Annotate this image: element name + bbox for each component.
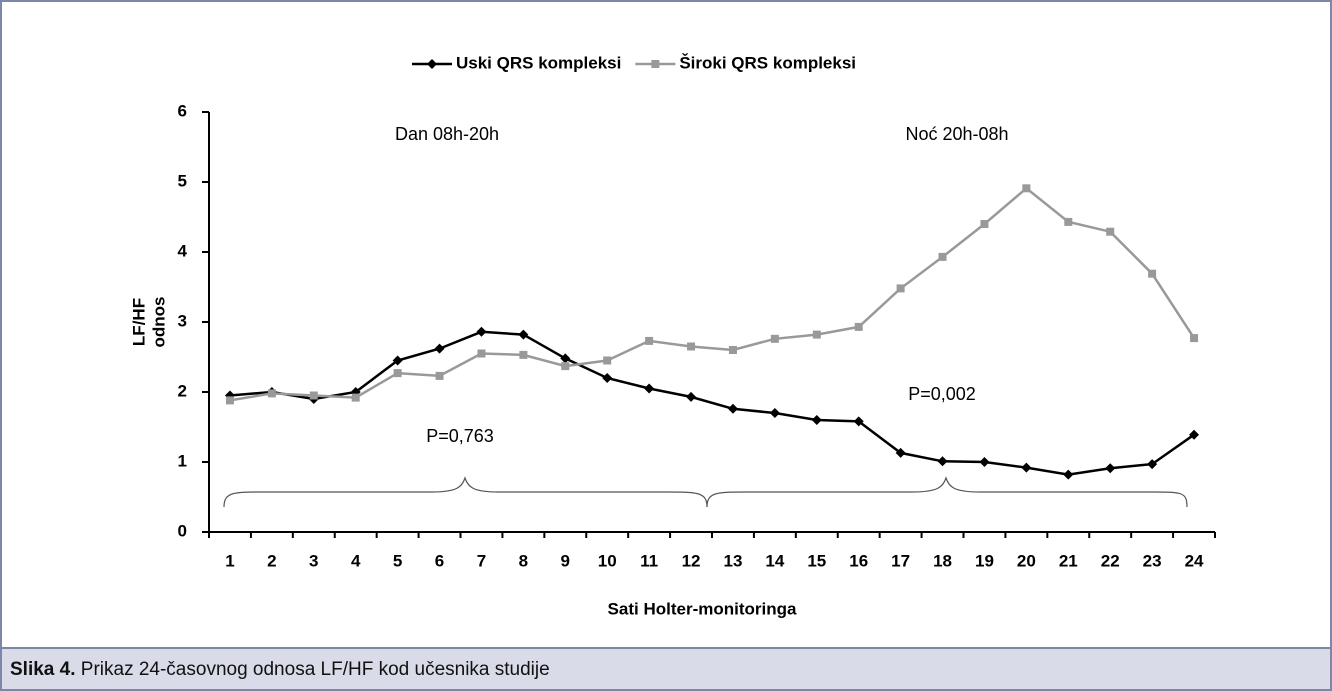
data-point [854,322,863,331]
x-tick-label: 21 [1059,551,1078,570]
data-point [769,408,780,418]
data-point [1063,469,1074,480]
data-point [309,391,318,400]
y-tick-label: 1 [178,451,187,470]
y-tick-label: 3 [178,311,187,330]
data-point [895,447,906,458]
x-tick-label: 4 [351,551,361,570]
brace [223,476,708,508]
x-tick-label: 3 [309,551,318,570]
data-point [351,393,360,402]
x-tick-label: 19 [975,551,994,570]
data-point [811,415,822,425]
data-point [1190,334,1199,343]
data-point [434,343,445,354]
series-line [229,330,1195,476]
x-tick-label: 20 [1017,551,1036,570]
annotation: Noć 20h-08h [905,124,1008,144]
data-point [1105,463,1116,474]
data-point [686,391,697,402]
x-tick-label: 17 [891,551,910,570]
x-axis-title: Sati Holter-monitoringa [608,599,797,618]
data-point [225,396,234,405]
y-tick-label: 6 [178,101,187,120]
x-tick-label: 18 [933,551,952,570]
x-tick-label: 11 [640,551,658,570]
y-axis-title: odnos [149,297,168,348]
legend-marker [651,60,660,68]
data-point [519,350,528,359]
data-point [1148,269,1157,278]
data-point [1022,184,1031,193]
data-point [518,329,529,340]
data-point [938,252,947,261]
x-tick-label: 10 [598,551,617,570]
x-tick-label: 7 [477,551,486,570]
y-tick-label: 4 [178,241,188,260]
data-point [1147,459,1158,470]
x-tick-label: 16 [849,551,868,570]
x-tick-label: 24 [1185,551,1204,570]
x-tick-label: 9 [561,551,570,570]
data-point [1106,227,1115,236]
data-point [853,416,864,427]
data-point [560,353,571,364]
x-tick-label: 6 [435,551,444,570]
y-axis-title: LF/HF [129,298,148,346]
data-point [1189,429,1200,440]
data-point [727,403,738,414]
x-tick-label: 22 [1101,551,1120,570]
data-point [979,457,990,467]
x-tick-label: 5 [393,551,402,570]
data-point [267,389,276,398]
series-line [229,186,1196,402]
x-tick-label: 14 [765,551,784,570]
x-tick-label: 8 [519,551,528,570]
annotation: Dan 08h-20h [395,124,499,144]
data-point [980,220,989,228]
data-point [644,383,655,394]
x-tick-label: 15 [807,551,826,570]
data-point [1064,217,1073,226]
annotation: P=0,763 [426,426,494,446]
chart: Dan 08h-20h Noć 20h-08h P=0,763 P=0,002 … [129,53,1216,618]
caption-label: Slika 4. [10,659,76,680]
y-tick-label: 0 [178,521,187,540]
data-point [561,362,570,371]
data-point [393,369,402,378]
annotation: P=0,002 [908,384,976,404]
caption: Slika 4. Prikaz 24-časovnog odnosa LF/HF… [2,647,1330,689]
data-point [602,373,613,383]
data-point [603,356,612,365]
y-tick-label: 2 [178,381,187,400]
data-point [645,336,654,345]
data-point [392,355,403,366]
data-point [687,342,696,351]
data-point [477,349,486,358]
data-point [896,284,905,293]
data-point [476,326,487,337]
data-point [1021,462,1032,473]
y-tick-label: 5 [178,171,187,190]
data-point [728,346,737,354]
x-tick-label: 1 [225,551,234,570]
legend-label: Uski QRS kompleksi [456,53,621,72]
caption-text: Prikaz 24-časovnog odnosa LF/HF kod učes… [80,659,550,680]
x-tick-label: 23 [1143,551,1162,570]
data-point [937,456,948,467]
data-point [812,330,821,339]
brace [706,476,1188,508]
legend-marker [427,59,437,69]
x-tick-label: 2 [267,551,276,570]
x-tick-label: 13 [723,551,742,570]
data-point [770,334,779,343]
data-point [435,371,444,380]
x-tick-label: 12 [682,551,701,570]
legend-label: Široki QRS kompleksi [679,53,856,72]
